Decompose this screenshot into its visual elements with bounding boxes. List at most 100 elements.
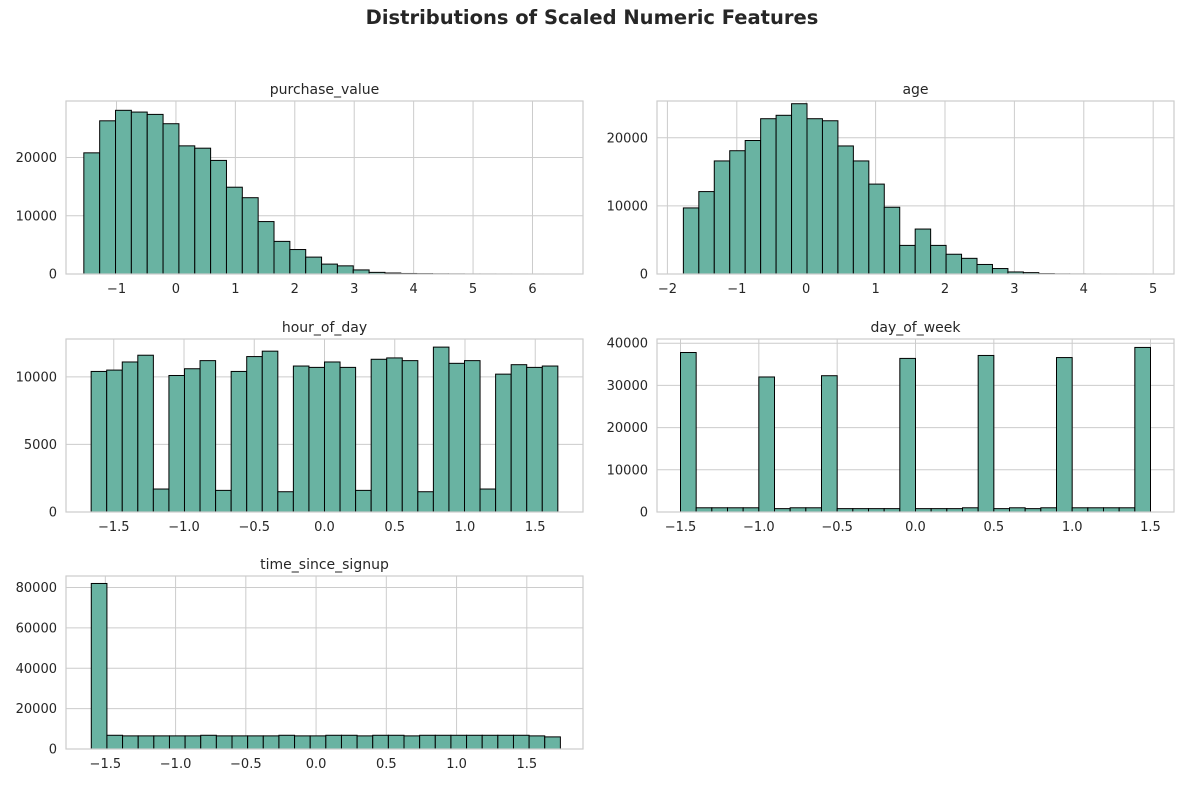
histogram-bar xyxy=(821,120,839,275)
x-tick-label: 4 xyxy=(409,282,417,297)
y-tick-label: 80000 xyxy=(16,581,57,596)
histogram-bar xyxy=(466,734,483,750)
histogram-bar xyxy=(1071,507,1089,513)
panel-title: day_of_week xyxy=(870,320,961,336)
panel-day_of_week: −1.5 −1.0 −0.5 0.0 0.5 1.0 1.5 0 10000 20000 30000… xyxy=(607,320,1175,535)
axes-frame xyxy=(65,100,584,275)
histogram-bar xyxy=(1118,507,1136,513)
histogram-bar xyxy=(1103,507,1120,513)
y-tick-label: 10000 xyxy=(16,209,57,224)
x-tick-label: 6 xyxy=(528,282,536,297)
histogram-bar xyxy=(352,269,370,275)
x-tick-label: −2 xyxy=(658,282,677,297)
histogram-bar xyxy=(199,360,217,513)
histogram-bar xyxy=(309,735,327,750)
figure-title: Distributions of Scaled Numeric Features xyxy=(365,6,819,29)
x-tick-label: −0.5 xyxy=(821,520,853,535)
histogram-bar xyxy=(789,507,807,513)
histogram-bar xyxy=(257,221,275,275)
histogram-bar xyxy=(90,370,108,513)
x-tick-label: 1.0 xyxy=(1062,520,1083,535)
histogram-bar xyxy=(1040,507,1058,513)
histogram-bar xyxy=(184,735,202,750)
histogram-bar xyxy=(305,256,323,275)
y-tick-label: 10000 xyxy=(607,199,648,214)
histogram-bar xyxy=(106,734,124,750)
histogram-bar xyxy=(277,491,294,513)
histogram-bar xyxy=(83,152,101,275)
histogram-bar xyxy=(308,366,325,513)
histogram-bar xyxy=(200,734,217,750)
x-tick-label: 0.0 xyxy=(314,520,335,535)
histogram-bar xyxy=(695,507,713,513)
histogram-bar xyxy=(106,369,123,513)
histogram-bar xyxy=(727,507,744,513)
histogram-bar xyxy=(837,145,854,275)
x-tick-label: 5 xyxy=(1149,282,1157,297)
histogram-bar xyxy=(760,118,777,275)
histogram-bar xyxy=(130,111,148,275)
histogram-bar xyxy=(479,488,497,513)
histogram-bar xyxy=(168,374,185,513)
histogram-bar xyxy=(1087,507,1105,513)
x-tick-label: −1.0 xyxy=(168,520,200,535)
histogram-bar xyxy=(225,186,243,275)
histogram-bar xyxy=(90,582,108,750)
y-tick-label: 20000 xyxy=(16,151,57,166)
histogram-bar xyxy=(261,350,279,513)
histogram-bar xyxy=(121,361,139,513)
histogram-bar xyxy=(448,362,466,513)
histogram-bar xyxy=(1134,346,1152,513)
histogram-bar xyxy=(528,735,546,750)
x-tick-label: 1.5 xyxy=(1140,520,1161,535)
histogram-bar xyxy=(711,507,728,513)
histogram-bar xyxy=(246,356,263,513)
x-tick-label: 0.5 xyxy=(376,757,397,772)
x-tick-label: −0.5 xyxy=(230,757,262,772)
y-tick-label: 0 xyxy=(640,268,648,283)
histogram-bar xyxy=(729,150,746,275)
x-tick-label: −1.0 xyxy=(160,757,192,772)
histogram-bar xyxy=(464,360,481,513)
histogram-bar xyxy=(194,147,212,275)
histogram-bar xyxy=(805,507,822,513)
histogram-bar xyxy=(370,358,388,513)
histogram-bar xyxy=(115,109,132,275)
histogram-bar xyxy=(355,489,372,513)
y-tick-label: 60000 xyxy=(16,621,57,636)
x-tick-label: 1 xyxy=(231,282,239,297)
x-tick-label: −1.5 xyxy=(98,520,130,535)
histogram-bar xyxy=(680,352,697,513)
histogram-bar xyxy=(153,735,170,750)
histogram-bar xyxy=(977,354,995,513)
histogram-bar xyxy=(744,140,762,275)
x-tick-label: 0.5 xyxy=(384,520,405,535)
histogram-bar xyxy=(450,734,468,750)
axes-frame xyxy=(65,338,584,513)
histogram-bar xyxy=(806,118,823,275)
histogram-bar xyxy=(930,244,947,275)
histogram-bar xyxy=(526,366,543,513)
x-tick-label: −1 xyxy=(727,282,746,297)
histogram-bar xyxy=(1056,357,1073,513)
histogram-bar xyxy=(899,244,916,275)
histogram-bar xyxy=(868,183,885,275)
histogram-bar xyxy=(386,357,403,513)
x-tick-label: 0 xyxy=(802,282,810,297)
x-tick-label: 1.5 xyxy=(516,757,537,772)
histogram-bar xyxy=(162,123,180,275)
histogram-bar xyxy=(215,489,232,513)
panel-time_since_signup: −1.5 −1.0 −0.5 0.0 0.5 1.0 1.5 0 20000 40000 60000… xyxy=(16,557,584,772)
histogram-bar xyxy=(775,114,793,275)
histogram-bar xyxy=(325,734,342,750)
x-tick-label: 1.0 xyxy=(455,520,476,535)
histogram-bar xyxy=(481,734,499,750)
histogram-bar xyxy=(791,103,808,275)
axes-frame xyxy=(65,575,584,750)
histogram-bar xyxy=(419,734,436,750)
x-tick-label: 0.0 xyxy=(306,757,327,772)
x-tick-label: 0.0 xyxy=(905,520,926,535)
histogram-bar xyxy=(241,197,259,275)
x-tick-label: 0.5 xyxy=(983,520,1004,535)
histogram-bar xyxy=(168,735,186,750)
